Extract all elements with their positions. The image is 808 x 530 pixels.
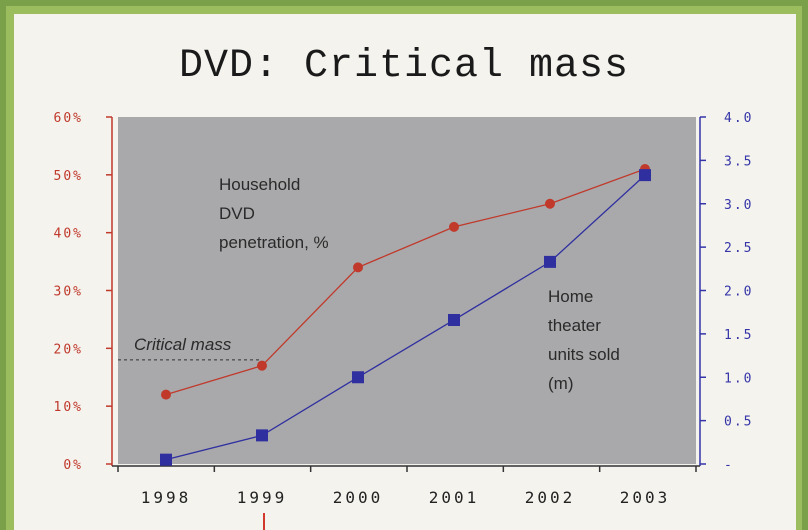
critical-mass-marker: Critical mass [118, 335, 262, 361]
x-tick-label: 1999 [237, 488, 288, 507]
left-tick-label: 40% [54, 227, 83, 242]
right-tick-label: 3.0 [724, 198, 753, 213]
left-tick-label: 60% [54, 111, 83, 126]
data-point-home-theater [639, 169, 651, 182]
home-theater-label: units sold [548, 345, 620, 364]
series-line-1 [165, 168, 646, 396]
right-tick-label: 2.0 [724, 285, 753, 300]
data-point-home-theater [544, 255, 556, 268]
x-axis: 1998 1999 2000 2001 2002 2003 [112, 465, 700, 530]
x-tick-label: 2002 [525, 488, 576, 507]
data-point-penetration [545, 198, 555, 209]
home-theater-label: (m) [548, 374, 573, 393]
annotations: Household DVD penetration, % Home theater uni… [219, 175, 620, 393]
home-theater-label: Home [548, 287, 593, 306]
data-point-penetration [257, 360, 267, 371]
penetration-label: penetration, % [219, 233, 329, 252]
right-tick-label: 1.0 [724, 371, 753, 386]
critical-mass-label: Critical mass [134, 335, 232, 354]
x-tick-label: 2001 [429, 488, 480, 507]
penetration-label: Household [219, 175, 300, 194]
left-tick-label: 20% [54, 342, 83, 357]
x-tick-label: 2000 [333, 488, 384, 507]
left-tick-label: 0% [63, 458, 83, 473]
series-group [160, 164, 651, 466]
right-axis: 4.0 3.5 3.0 2.5 2.0 1.5 1.0 0.5 - [699, 111, 753, 473]
left-tick-label: 10% [54, 400, 83, 415]
plot-area [118, 117, 696, 464]
data-point-home-theater [448, 313, 460, 326]
home-theater-label: theater [548, 316, 601, 335]
chart-title: DVD: Critical mass [178, 44, 630, 89]
x-tick-label: 2003 [620, 488, 671, 507]
data-point-home-theater [352, 371, 364, 384]
data-point-penetration [449, 221, 459, 232]
data-point-penetration [353, 262, 363, 273]
data-point-penetration [161, 389, 171, 400]
right-tick-label: 4.0 [724, 111, 753, 126]
right-tick-label: - [724, 458, 734, 473]
series-line-2 [165, 174, 646, 461]
left-axis: 60% 50% 40% 30% 20% 10% 0% [54, 111, 113, 473]
x-tick-label: 1998 [141, 488, 192, 507]
left-tick-label: 30% [54, 285, 83, 300]
right-tick-label: 2.5 [724, 241, 753, 256]
data-point-home-theater [256, 429, 268, 442]
data-point-home-theater [160, 453, 172, 466]
right-tick-label: 0.5 [724, 415, 753, 430]
left-tick-label: 50% [54, 169, 83, 184]
penetration-label: DVD [219, 204, 255, 223]
right-tick-label: 3.5 [724, 154, 753, 169]
right-tick-label: 1.5 [724, 328, 753, 343]
